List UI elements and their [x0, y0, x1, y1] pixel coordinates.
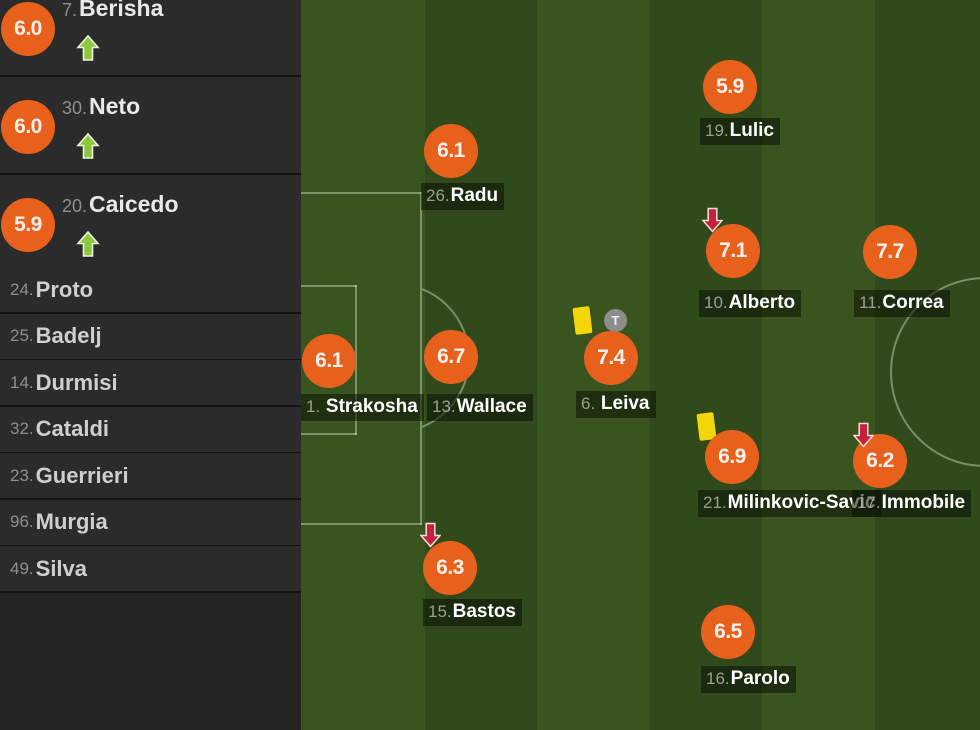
- player-label: 21.Milinkovic-Savic: [698, 490, 882, 517]
- shirt-number: 25.: [10, 326, 34, 345]
- rating-badge: 5.9: [703, 60, 757, 114]
- shirt-number: 30.: [62, 98, 88, 118]
- player-name: Wallace: [456, 396, 527, 417]
- substitute-row[interactable]: 32. Cataldi: [0, 406, 301, 454]
- rating-down-arrow-icon: [702, 207, 723, 233]
- player-label: 15.Bastos: [423, 599, 522, 626]
- shirt-number: 26.: [426, 186, 450, 205]
- shirt-number: 7.: [62, 0, 78, 20]
- substitutes-sidebar: 6.0 7.Berisha 6.0 30.Neto 5.9 20.Caicedo: [0, 0, 301, 730]
- rating-badge: 6.1: [424, 124, 478, 178]
- rating-up-arrow-icon: [76, 35, 100, 61]
- shirt-number: 15.: [428, 602, 452, 621]
- substitute-row[interactable]: 14. Durmisi: [0, 360, 301, 407]
- rating-badge: 6.1: [302, 334, 356, 388]
- rating-down-arrow-icon: [420, 522, 441, 548]
- shirt-number: 24.: [10, 279, 34, 299]
- player-label: 13.Wallace: [427, 394, 533, 421]
- yellow-card-icon: [572, 306, 593, 335]
- substitute-row[interactable]: 6.0 30.Neto: [0, 77, 301, 175]
- rating-badge: 6.7: [424, 330, 478, 384]
- shirt-number: 1.: [306, 397, 325, 416]
- player-label: 19.Lulic: [700, 118, 780, 145]
- player-name: Silva: [35, 555, 88, 581]
- shirt-number: 21.: [703, 493, 727, 512]
- shirt-number: 96.: [10, 512, 34, 531]
- substitute-row[interactable]: 49. Silva: [0, 546, 301, 593]
- substitute-row[interactable]: 25. Badelj: [0, 313, 301, 361]
- shirt-number: 16.: [706, 669, 730, 688]
- player-label: 17.Immobile: [852, 490, 972, 517]
- player-name: Correa: [882, 292, 944, 313]
- rating-badge: 7.1: [706, 224, 760, 278]
- player-name: Berisha: [79, 0, 164, 21]
- rating-badge: 7.7: [863, 225, 917, 279]
- substitute-info: 20.Caicedo: [62, 191, 179, 218]
- shirt-number: 32.: [10, 419, 34, 438]
- rating-up-arrow-icon: [76, 231, 100, 257]
- penalty-box-top-line: [301, 192, 422, 194]
- shirt-number: 20.: [62, 196, 88, 216]
- player-name: Leiva: [600, 393, 650, 414]
- player-name: Badelj: [35, 323, 102, 348]
- rating-badge: 7.4: [584, 331, 638, 385]
- player-name: Parolo: [730, 668, 790, 689]
- substitute-info: 30.Neto: [62, 93, 140, 120]
- player-name: Caicedo: [89, 191, 179, 217]
- player-label: 10.Alberto: [699, 290, 802, 317]
- rating-badge: 5.9: [1, 198, 55, 252]
- player-name: Cataldi: [35, 416, 109, 441]
- goal-area-top-line: [301, 285, 357, 287]
- goal-area-bottom-line: [301, 433, 357, 435]
- player-label: 11.Correa: [854, 290, 950, 317]
- player-layer: 26.Radu 6.1 19.Lulic 5.9 10.Alberto 7.1: [301, 0, 980, 730]
- rating-badge: 6.3: [423, 541, 477, 595]
- rating-badge: 6.2: [853, 434, 907, 488]
- rating-down-arrow-icon: [853, 422, 874, 448]
- player-label: 1. Strakosha: [301, 394, 424, 421]
- shirt-number: 23.: [10, 465, 34, 485]
- penalty-box-right-line: [420, 192, 422, 525]
- rating-badge: 6.0: [1, 100, 55, 154]
- player-name: Proto: [35, 276, 94, 302]
- substitute-row[interactable]: 6.0 7.Berisha: [0, 0, 301, 77]
- shirt-number: 14.: [10, 372, 34, 392]
- player-name: Neto: [89, 93, 141, 119]
- pitch-stripe: [762, 0, 875, 730]
- rating-up-arrow-icon: [76, 133, 100, 159]
- substitute-info: 7.Berisha: [62, 0, 163, 22]
- player-name: Radu: [450, 185, 499, 206]
- player-name: Alberto: [728, 292, 796, 313]
- substitute-row[interactable]: 5.9 20.Caicedo: [0, 175, 301, 273]
- substitute-row[interactable]: 23. Guerrieri: [0, 453, 301, 500]
- player-label: 6. Leiva: [576, 391, 656, 418]
- rating-badge: 6.5: [701, 605, 755, 659]
- player-name: Durmisi: [35, 369, 118, 395]
- player-name: Immobile: [881, 492, 966, 513]
- player-name: Murgia: [35, 509, 108, 534]
- penalty-box-bottom-line: [301, 523, 422, 525]
- player-name: Lulic: [729, 120, 774, 141]
- player-name: Bastos: [452, 601, 516, 622]
- shirt-number: 13.: [432, 397, 456, 416]
- shirt-number: 19.: [705, 121, 729, 140]
- player-name: Guerrieri: [35, 462, 129, 488]
- substitute-row[interactable]: 24. Proto: [0, 267, 301, 314]
- player-label: 26.Radu: [421, 183, 505, 210]
- shirt-number: 17.: [857, 493, 881, 512]
- player-name: Strakosha: [325, 396, 418, 417]
- player-label: 16.Parolo: [701, 666, 796, 693]
- shirt-number: 10.: [704, 293, 728, 312]
- shirt-number: 6.: [581, 394, 600, 413]
- substitution-badge: T: [604, 309, 627, 332]
- substitute-row[interactable]: 96. Murgia: [0, 499, 301, 547]
- pitch: 26.Radu 6.1 19.Lulic 5.9 10.Alberto 7.1: [301, 0, 980, 730]
- player-name: Milinkovic-Savic: [727, 492, 876, 513]
- shirt-number: 49.: [10, 558, 34, 578]
- shirt-number: 11.: [859, 293, 882, 312]
- rating-badge: 6.0: [1, 2, 55, 56]
- rating-badge: 6.9: [705, 430, 759, 484]
- goal-area-right-line: [355, 285, 357, 435]
